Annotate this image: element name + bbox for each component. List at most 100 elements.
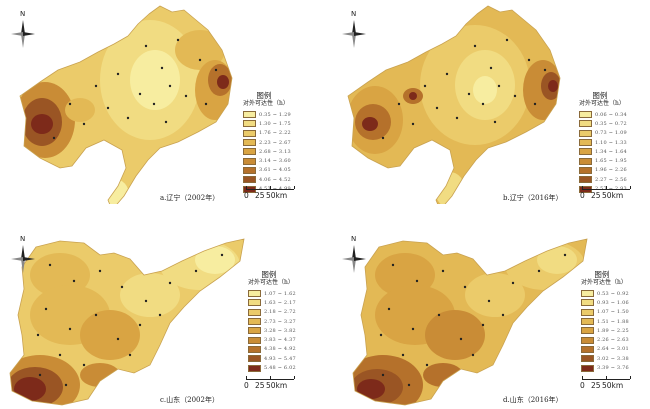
legend-row: 2.73 ~ 3.27 [248, 317, 296, 326]
legend-class-label: 2.73 ~ 3.27 [264, 318, 296, 325]
legend-swatch [579, 111, 592, 119]
legend-class-label: 1.30 ~ 1.75 [259, 120, 291, 127]
panel-caption: a.辽宁（2002年） [160, 194, 220, 202]
legend-row: 3.14 ~ 3.60 [243, 156, 291, 165]
legend-swatch [581, 327, 594, 335]
legend-swatch [248, 308, 261, 316]
legend-row: 1.10 ~ 1.33 [579, 138, 627, 147]
legend-title: 图例 [261, 270, 277, 279]
legend-swatch [248, 364, 261, 372]
legend-swatch [243, 129, 256, 137]
legend-class-label: 0.73 ~ 1.09 [595, 130, 627, 137]
legend-class-label: 1.65 ~ 1.95 [595, 158, 627, 165]
legend-swatch [243, 176, 256, 184]
panel-caption: d.山东（2016年） [503, 396, 563, 404]
legend-class-label: 4.93 ~ 5.47 [264, 355, 296, 362]
legend-swatch [581, 299, 594, 307]
legend-row: 1.96 ~ 2.26 [579, 166, 627, 175]
legend-swatch [248, 290, 261, 298]
legend-class-label: 2.18 ~ 2.72 [264, 309, 296, 316]
legend-row: 1.07 ~ 1.50 [581, 308, 629, 317]
legend-row: 0.93 ~ 1.06 [581, 298, 629, 307]
legend-swatch [248, 318, 261, 326]
legend-class-label: 3.14 ~ 3.60 [259, 158, 291, 165]
scale-label: 0 [244, 191, 249, 200]
legend-row: 5.48 ~ 6.02 [248, 363, 296, 372]
legend-class-label: 1.34 ~ 1.64 [595, 148, 627, 155]
legend-swatch [248, 299, 261, 307]
scale-label: 50km [602, 191, 624, 200]
map-panel-liaoning-2016: N 图例 对外可达性（h） 0.06 ~ 0.34 0.35 ~ 0.72 0.… [325, 0, 650, 204]
legend: 图例 对外可达性（h） 0.35 ~ 1.29 1.30 ~ 1.75 1.76… [243, 92, 291, 194]
legend-swatch [581, 308, 594, 316]
scale-label: 50km [602, 381, 624, 390]
scale-label: 25 [255, 381, 265, 390]
panel-caption: b.辽宁（2016年） [503, 194, 563, 202]
scale-label: 0 [244, 381, 249, 390]
legend-class-label: 2.23 ~ 2.67 [259, 139, 291, 146]
scale-label: 25 [255, 191, 265, 200]
scale-label: 25 [591, 191, 601, 200]
legend-row: 2.23 ~ 2.67 [243, 138, 291, 147]
legend-swatch [579, 139, 592, 147]
legend-row: 1.34 ~ 1.64 [579, 147, 627, 156]
legend-class-label: 4.38 ~ 4.92 [264, 346, 296, 353]
legend-class-label: 0.93 ~ 1.06 [597, 299, 629, 306]
scale-bar: 0 25 50km [244, 376, 306, 394]
legend-class-label: 3.28 ~ 3.82 [264, 327, 296, 334]
map-panel-shandong-2002: N 图例 对外可达性（h） 1.07 ~ 1.62 1.63 ~ 2.17 2.… [0, 205, 325, 409]
scale-label: 0 [580, 191, 585, 200]
legend-swatch [579, 176, 592, 184]
panel-caption: c.山东（2002年） [160, 396, 219, 404]
legend-row: 1.65 ~ 1.95 [579, 156, 627, 165]
legend-swatch [243, 166, 256, 174]
legend-class-label: 0.06 ~ 0.34 [595, 111, 627, 118]
legend-title: 图例 [256, 91, 272, 100]
legend-row: 2.27 ~ 2.56 [579, 175, 627, 184]
legend-class-label: 3.39 ~ 3.76 [597, 365, 629, 372]
legend-class-label: 1.63 ~ 2.17 [264, 299, 296, 306]
legend-row: 3.28 ~ 3.82 [248, 326, 296, 335]
legend: 图例 对外可达性（h） 1.07 ~ 1.62 1.63 ~ 2.17 2.18… [248, 271, 296, 373]
legend-swatch [243, 120, 256, 128]
legend-swatch [243, 157, 256, 165]
legend-swatch [579, 148, 592, 156]
legend-swatch [248, 327, 261, 335]
legend-swatch [248, 355, 261, 363]
north-arrow-icon: N [339, 10, 373, 54]
legend-swatch [579, 157, 592, 165]
legend-row: 0.35 ~ 1.29 [243, 110, 291, 119]
legend-title: 图例 [592, 91, 608, 100]
scale-bar: 0 25 50km [580, 376, 642, 394]
legend-row: 0.06 ~ 0.34 [579, 110, 627, 119]
scale-label: 50km [266, 381, 288, 390]
legend-class-label: 3.61 ~ 4.05 [259, 167, 291, 174]
legend-row: 0.35 ~ 0.72 [579, 119, 627, 128]
legend-row: 1.89 ~ 2.25 [581, 326, 629, 335]
legend-class-label: 1.10 ~ 1.33 [595, 139, 627, 146]
legend-swatch [579, 129, 592, 137]
legend-subtitle: 对外可达性（h） [581, 279, 627, 286]
legend-class-label: 3.02 ~ 3.38 [597, 355, 629, 362]
legend-class-label: 0.53 ~ 0.92 [597, 290, 629, 297]
legend-swatch [243, 148, 256, 156]
legend-class-label: 2.27 ~ 2.56 [595, 176, 627, 183]
legend-class-label: 4.06 ~ 4.52 [259, 176, 291, 183]
legend-row: 4.38 ~ 4.92 [248, 345, 296, 354]
legend-row: 1.63 ~ 2.17 [248, 298, 296, 307]
legend-subtitle: 对外可达性（h） [248, 279, 294, 286]
legend-swatch [243, 139, 256, 147]
legend-subtitle: 对外可达性（h） [579, 100, 625, 107]
legend-class-label: 0.35 ~ 0.72 [595, 120, 627, 127]
scale-bar: 0 25 50km [244, 186, 306, 204]
legend-swatch [579, 166, 592, 174]
map-panel-liaoning-2002: N 图例 对外可达性（h） 0.35 ~ 1.29 1.30 ~ 1.75 1.… [0, 0, 325, 204]
legend-swatch [581, 290, 594, 298]
legend-class-label: 1.96 ~ 2.26 [595, 167, 627, 174]
legend-row: 1.30 ~ 1.75 [243, 119, 291, 128]
legend-class-label: 3.83 ~ 4.37 [264, 337, 296, 344]
legend-swatch [243, 111, 256, 119]
legend-row: 3.61 ~ 4.05 [243, 166, 291, 175]
legend-row: 1.51 ~ 1.88 [581, 317, 629, 326]
legend-row: 3.39 ~ 3.76 [581, 363, 629, 372]
